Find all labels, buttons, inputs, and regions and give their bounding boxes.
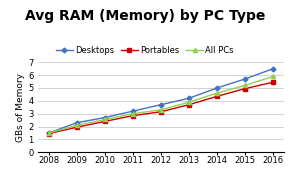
Desktops — [215, 87, 219, 89]
Desktops — [243, 78, 247, 80]
Portables — [75, 126, 79, 128]
Legend: Desktops, Portables, All PCs: Desktops, Portables, All PCs — [56, 46, 234, 55]
Portables — [47, 133, 51, 135]
Line: Desktops: Desktops — [47, 67, 275, 135]
All PCs — [215, 92, 219, 94]
Y-axis label: GBs of Memory: GBs of Memory — [16, 73, 26, 142]
All PCs — [187, 101, 191, 103]
All PCs — [271, 75, 275, 78]
All PCs — [131, 113, 135, 115]
Desktops — [47, 132, 51, 134]
All PCs — [243, 84, 247, 86]
Text: Avg RAM (Memory) by PC Type: Avg RAM (Memory) by PC Type — [25, 9, 265, 23]
All PCs — [47, 132, 51, 134]
Desktops — [271, 68, 275, 70]
Line: All PCs: All PCs — [47, 74, 275, 135]
Desktops — [159, 104, 163, 106]
Desktops — [131, 110, 135, 112]
All PCs — [75, 124, 79, 126]
All PCs — [103, 119, 107, 121]
Portables — [131, 115, 135, 117]
All PCs — [159, 109, 163, 111]
Portables — [215, 95, 219, 97]
Portables — [187, 104, 191, 106]
Portables — [271, 81, 275, 83]
Portables — [103, 120, 107, 122]
Line: Portables: Portables — [47, 80, 275, 135]
Portables — [243, 88, 247, 90]
Desktops — [75, 122, 79, 124]
Desktops — [187, 97, 191, 99]
Portables — [159, 111, 163, 113]
Desktops — [103, 116, 107, 119]
